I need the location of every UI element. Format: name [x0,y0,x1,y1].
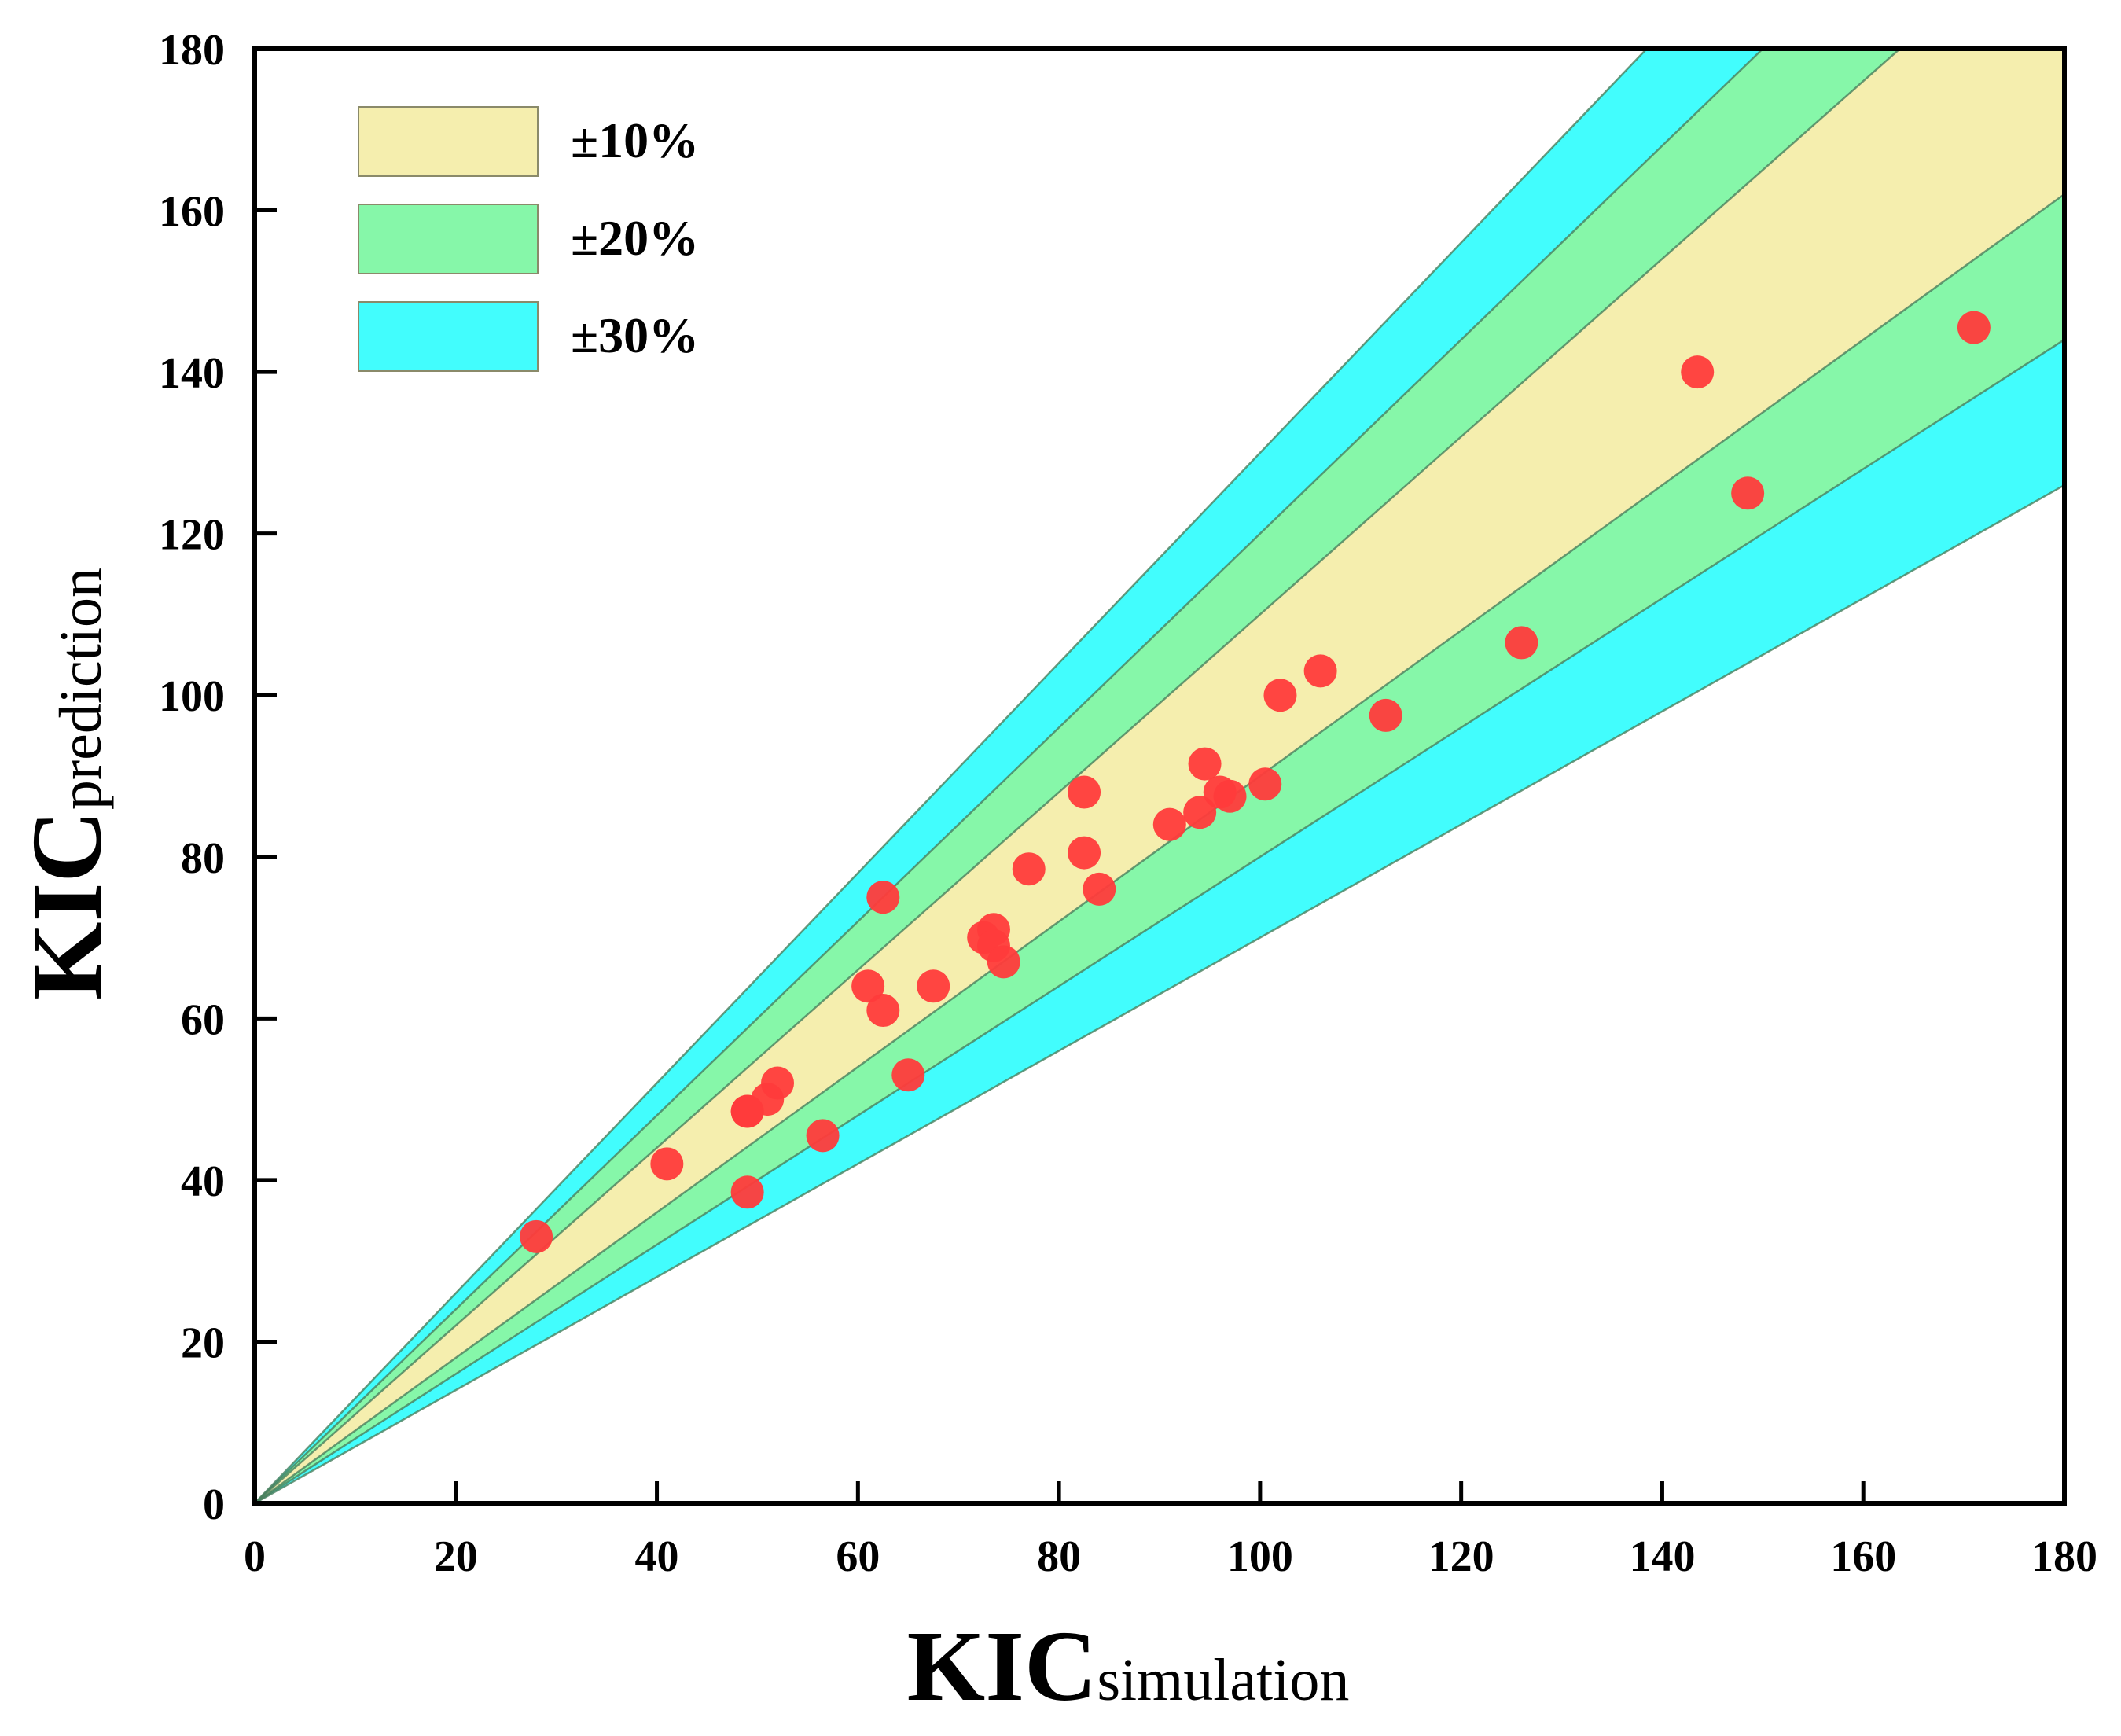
data-point [1188,747,1222,781]
data-point [1681,355,1715,389]
data-point [761,1066,795,1100]
x-tick-label: 0 [244,1532,266,1581]
data-point [987,945,1020,979]
data-point [1731,476,1765,510]
y-tick-label: 20 [181,1319,225,1367]
y-tick-label: 180 [159,26,225,75]
x-tick-label: 140 [1629,1532,1695,1581]
data-point [1068,775,1101,809]
legend-label: ±20% [571,210,699,266]
data-point [1183,796,1217,829]
x-tick-label: 40 [635,1532,679,1581]
x-tick-label: 180 [2031,1532,2097,1581]
x-tick-label: 20 [434,1532,478,1581]
x-tick-label: 160 [1830,1532,1896,1581]
y-tick-label: 60 [181,995,225,1044]
band-edge-20-lower [255,338,2064,1503]
data-point [1012,852,1046,886]
data-point [917,969,950,1003]
y-tick-label: 0 [203,1480,225,1529]
data-points [520,311,1991,1253]
axis-ticks: 0 20 40 60 80 100 120 140 160 180 0 20 40 60 80 100 120 1… [159,26,2097,1581]
data-point [730,1175,764,1209]
data-point [806,1119,840,1153]
y-tick-label: 40 [181,1157,225,1206]
x-tick-label: 100 [1227,1532,1293,1581]
data-point [1152,807,1186,841]
x-axis-title-sub: simulation [1097,1647,1349,1713]
data-point [1248,767,1282,801]
legend-swatch [358,301,539,372]
y-tick-label: 120 [159,511,225,560]
x-axis-title-main: KIC [907,1610,1097,1722]
y-tick-label: 80 [181,834,225,883]
legend-swatch [358,106,539,177]
legend-label: ±10% [571,112,699,168]
data-point [851,969,885,1003]
legend-label: ±30% [571,307,699,363]
y-tick-label: 160 [159,188,225,237]
data-point [891,1058,925,1092]
data-point [1369,698,1402,732]
y-axis-title-main: KIC [11,810,123,1000]
data-point [520,1219,553,1253]
data-point [1505,626,1538,660]
x-tick-label: 120 [1428,1532,1494,1581]
data-point [1303,654,1337,688]
data-point [650,1147,684,1181]
data-point [1213,779,1247,813]
y-tick-label: 140 [159,349,225,398]
x-tick-label: 60 [836,1532,880,1581]
data-point [1957,311,1991,344]
x-axis-title: KICsimulation [907,1610,1350,1722]
band-edge-20-upper [255,49,1765,1503]
data-point [866,881,900,914]
y-axis-title-sub: prediction [48,568,114,810]
data-point [730,1094,764,1128]
legend-swatch [358,204,539,274]
legend: ±10% ±20% ±30% [358,106,699,372]
band-10 [255,49,2064,1503]
data-point [1263,679,1297,712]
x-tick-label: 80 [1037,1532,1081,1581]
data-point [1083,872,1116,906]
plot-frame [252,46,2067,1506]
band-edge-30-lower [255,484,2064,1503]
data-point [1068,836,1101,870]
band-edge-10-lower [255,193,2064,1503]
tolerance-bands [255,49,2064,1503]
data-point [866,994,900,1028]
band-edge-10-upper [255,49,1902,1503]
y-axis-title: KICprediction [11,568,123,1000]
band-edge-30-upper [255,49,1649,1503]
y-tick-label: 100 [159,672,225,721]
